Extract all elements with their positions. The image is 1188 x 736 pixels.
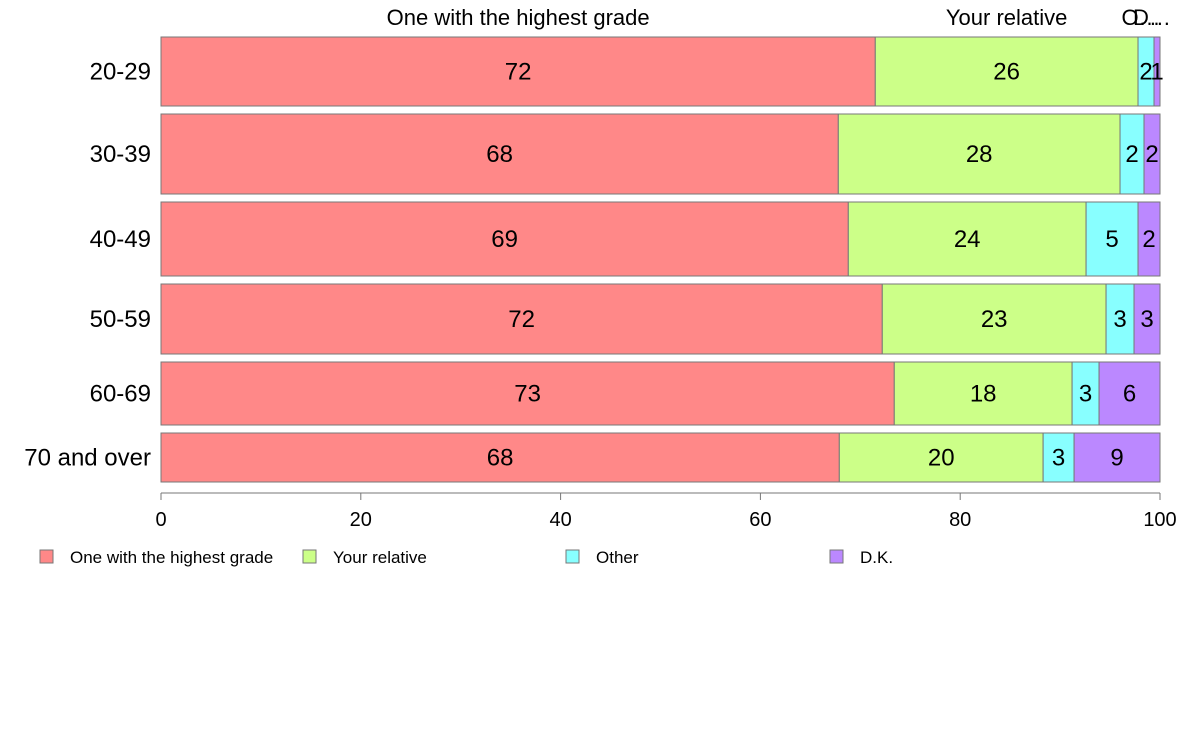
data-label: 3 bbox=[1052, 445, 1065, 472]
data-label: 3 bbox=[1140, 306, 1153, 333]
category-label: 50-59 bbox=[90, 306, 151, 333]
bar-segment bbox=[837, 113, 1121, 195]
data-label: 68 bbox=[487, 445, 514, 472]
legend-label: D.K. bbox=[860, 548, 893, 567]
bar-segment bbox=[893, 361, 1073, 426]
bar-segment bbox=[160, 361, 895, 426]
legend-label: Your relative bbox=[333, 548, 427, 567]
bar-segment bbox=[847, 201, 1087, 277]
legend-swatch bbox=[39, 549, 54, 564]
bar-segment bbox=[1098, 361, 1161, 426]
bar-segment bbox=[1133, 283, 1161, 355]
category-label: 20-29 bbox=[90, 59, 151, 86]
bar-row-4: 73 18 3 6 bbox=[160, 361, 1161, 426]
bar-segment bbox=[160, 283, 883, 355]
data-label: 2 bbox=[1125, 141, 1138, 168]
bar-row-2: 69 24 5 2 bbox=[160, 201, 1161, 277]
legend-label: Other bbox=[596, 548, 639, 567]
data-label: 72 bbox=[508, 306, 535, 333]
legend-swatch bbox=[565, 549, 580, 564]
bar-row-3: 72 23 3 3 bbox=[160, 283, 1161, 355]
top-series-label: D… bbox=[1133, 5, 1171, 30]
x-tick-label: 40 bbox=[549, 509, 571, 531]
legend-item: D.K. bbox=[829, 548, 893, 567]
legend-item: One with the highest grade bbox=[39, 548, 273, 567]
bar-segment bbox=[1073, 432, 1161, 483]
bar-segment bbox=[1071, 361, 1100, 426]
category-label: 70 and over bbox=[24, 445, 151, 472]
legend-swatch bbox=[829, 549, 844, 564]
x-axis: 0 20 40 60 80 100 bbox=[155, 492, 1177, 531]
data-label: 3 bbox=[1079, 381, 1092, 408]
legend-label: One with the highest grade bbox=[70, 548, 273, 567]
bar-segment bbox=[1153, 36, 1161, 107]
data-label: 18 bbox=[970, 381, 997, 408]
data-label: 2 bbox=[1139, 59, 1152, 86]
data-label: 9 bbox=[1110, 445, 1123, 472]
x-tick-label: 80 bbox=[949, 509, 971, 531]
data-label: 5 bbox=[1105, 226, 1118, 253]
data-label: 6 bbox=[1123, 381, 1136, 408]
data-label: 24 bbox=[954, 226, 981, 253]
data-label: 20 bbox=[928, 445, 955, 472]
bar-segment bbox=[160, 36, 876, 107]
data-label: 68 bbox=[486, 141, 513, 168]
x-tick-label: 60 bbox=[749, 509, 771, 531]
data-label: 28 bbox=[966, 141, 993, 168]
category-label: 60-69 bbox=[90, 381, 151, 408]
bar-segment bbox=[160, 201, 849, 277]
top-series-label: Your relative bbox=[946, 5, 1067, 30]
category-label: 30-39 bbox=[90, 141, 151, 168]
data-label: 2 bbox=[1142, 226, 1155, 253]
legend-swatch bbox=[302, 549, 317, 564]
bar-segment bbox=[1105, 283, 1135, 355]
legend: One with the highest grade Your relative O… bbox=[39, 548, 893, 567]
bar-segment bbox=[160, 113, 839, 195]
data-label: 69 bbox=[491, 226, 518, 253]
bar-row-1: 68 28 2 2 bbox=[160, 113, 1161, 195]
data-label: 23 bbox=[981, 306, 1008, 333]
bar-segment bbox=[1143, 113, 1161, 195]
data-label: 72 bbox=[505, 59, 532, 86]
bar-segment bbox=[874, 36, 1139, 107]
category-label: 40-49 bbox=[90, 226, 151, 253]
x-tick-label: 20 bbox=[350, 509, 372, 531]
bar-segment bbox=[1137, 201, 1161, 277]
top-series-labels: One with the highest grade Your relative O… bbox=[387, 5, 1171, 30]
category-labels: 20-29 30-39 40-49 50-59 60-69 70 and over bbox=[24, 59, 151, 472]
data-label: 2 bbox=[1145, 141, 1158, 168]
legend-item: Your relative bbox=[302, 548, 427, 567]
top-series-label: One with the highest grade bbox=[387, 5, 650, 30]
bar-segment bbox=[160, 432, 840, 483]
data-label: 26 bbox=[993, 59, 1020, 86]
top-series-label: O… bbox=[1121, 5, 1160, 30]
bar-row-5: 68 20 3 9 bbox=[160, 432, 1161, 483]
legend-item: Other bbox=[565, 548, 639, 567]
data-label: 3 bbox=[1113, 306, 1126, 333]
bar-row-0: 72 26 21 bbox=[160, 36, 1164, 107]
x-tick-label: 100 bbox=[1143, 509, 1176, 531]
bar-segment bbox=[838, 432, 1044, 483]
data-label: 73 bbox=[514, 381, 541, 408]
data-label: 1 bbox=[1150, 59, 1163, 86]
x-tick-label: 0 bbox=[155, 509, 166, 531]
bar-segment bbox=[881, 283, 1107, 355]
